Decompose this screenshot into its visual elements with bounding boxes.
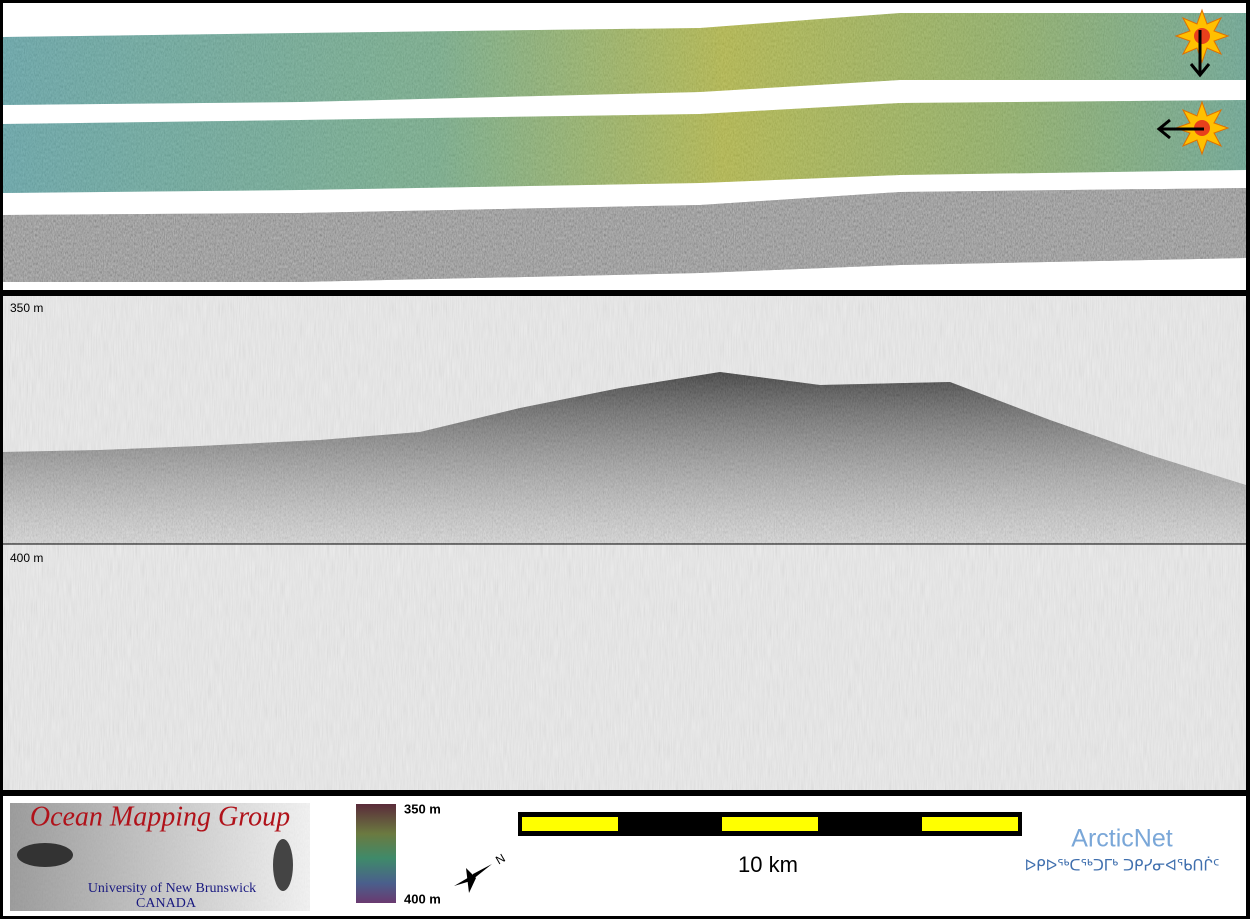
arcticnet-syllabics: ᐅᑭᐅᖅᑕᖅᑐᒥᒃ ᑐᑭᓯᓂᐊᖃᑎᒌᑦ (1025, 857, 1220, 875)
omg-logo: Ocean Mapping Group University of New Br… (10, 801, 310, 911)
legend-bottom: 400 m (404, 891, 441, 906)
sun-icon (1156, 100, 1230, 156)
scale-bar (518, 812, 1022, 836)
omg-university: University of New Brunswick (88, 881, 256, 896)
legend-top: 350 m (404, 801, 441, 816)
omg-country: CANADA (136, 896, 197, 911)
sun-icon (1174, 8, 1230, 78)
color-bar (356, 804, 396, 903)
depth-label: 350 m (10, 301, 43, 315)
scale-label: 10 km (738, 852, 798, 877)
depth-label: 400 m (10, 551, 43, 565)
sub-bottom-profile (3, 296, 1246, 790)
omg-title: Ocean Mapping Group (30, 801, 290, 832)
arcticnet-name: ArcticNet (1071, 825, 1172, 853)
